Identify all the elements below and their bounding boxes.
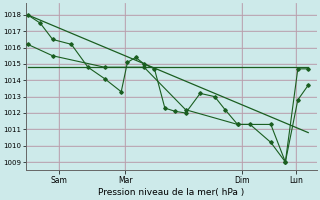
X-axis label: Pression niveau de la mer( hPa ): Pression niveau de la mer( hPa ) (98, 188, 244, 197)
